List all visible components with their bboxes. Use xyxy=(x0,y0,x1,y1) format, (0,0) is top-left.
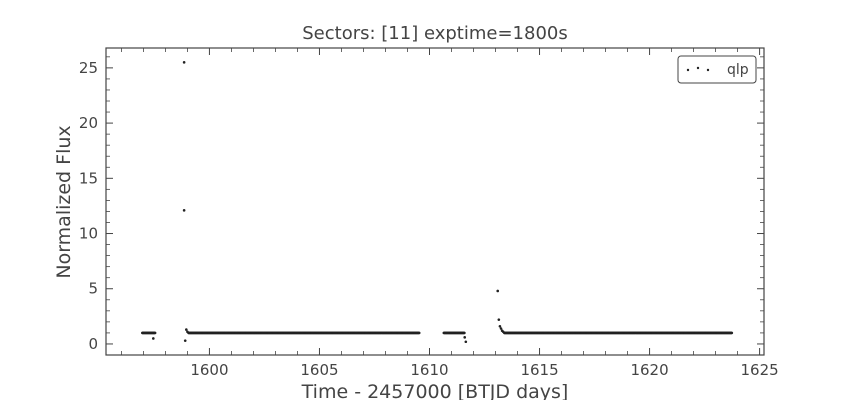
legend-marker xyxy=(686,68,690,72)
data-point xyxy=(463,336,467,339)
legend: qlp xyxy=(677,55,757,84)
data-point xyxy=(152,337,155,340)
data-point xyxy=(464,340,468,344)
data-point xyxy=(183,339,187,342)
y-tick-label: 10 xyxy=(79,225,98,243)
data-point xyxy=(499,327,503,330)
y-tick-label: 15 xyxy=(79,169,98,187)
data-point xyxy=(501,330,505,334)
legend-label-qlp: qlp xyxy=(727,62,749,78)
axis-ticks: 1600 1605 1610 1615 1620 1625 0 5 10 15 20 25 xyxy=(79,48,779,379)
data-point xyxy=(182,209,186,212)
data-point xyxy=(417,331,421,335)
data-point xyxy=(186,330,189,334)
data-point xyxy=(498,324,502,328)
legend-marker xyxy=(706,68,710,72)
y-tick-label: 0 xyxy=(88,335,98,353)
y-tick-label: 5 xyxy=(88,280,98,298)
x-tick-label: 1605 xyxy=(300,361,338,379)
data-point xyxy=(153,331,157,335)
legend-box xyxy=(677,55,757,84)
chart-title: Sectors: [11] exptime=1800s xyxy=(302,23,567,44)
x-tick-label: 1610 xyxy=(410,361,448,379)
x-tick-label: 1620 xyxy=(630,361,668,379)
x-axis-label: Time - 2457000 [BTJD days] xyxy=(301,381,569,400)
data-point xyxy=(730,331,734,335)
plot-area xyxy=(141,61,734,344)
legend-marker xyxy=(696,66,700,70)
data-point xyxy=(182,61,186,64)
y-tick-label: 25 xyxy=(79,59,98,77)
y-axis-label: Normalized Flux xyxy=(53,125,75,278)
x-tick-label: 1600 xyxy=(190,361,228,379)
data-point xyxy=(496,289,500,293)
data-point xyxy=(497,318,501,321)
data-point xyxy=(185,328,188,331)
x-tick-label: 1615 xyxy=(520,361,558,379)
x-tick-label: 1625 xyxy=(741,361,779,379)
data-point xyxy=(463,331,466,335)
y-tick-label: 20 xyxy=(79,114,98,132)
plot-frame xyxy=(105,47,765,356)
